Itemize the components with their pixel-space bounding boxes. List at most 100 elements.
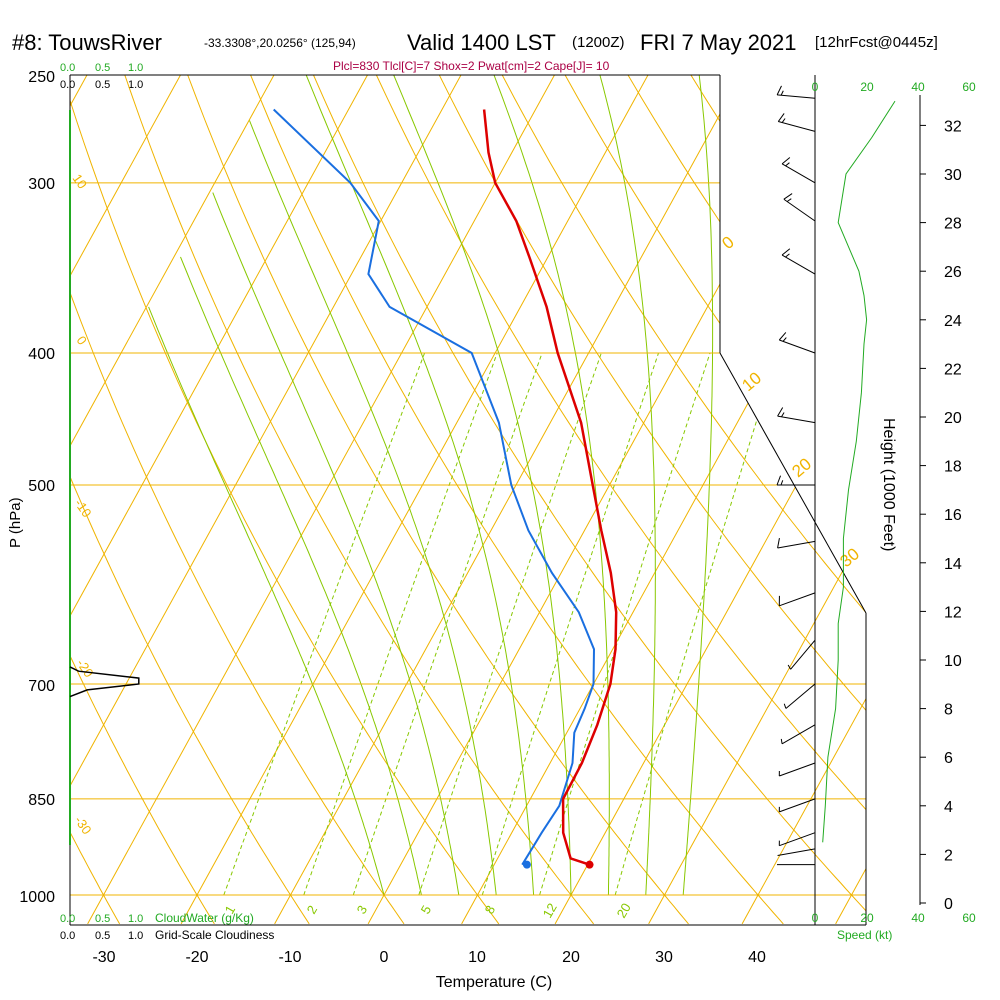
dry-adiabat xyxy=(70,75,121,925)
height-tick-label: 24 xyxy=(944,313,962,330)
height-axis-label: Height (1000 Feet) xyxy=(880,418,897,551)
cloud-bot-green-0: 0.0 xyxy=(60,913,75,925)
height-tick-label: 6 xyxy=(944,750,953,767)
dry-adiabat xyxy=(70,75,405,925)
moist-adiabat xyxy=(676,75,714,896)
moist-adiabat xyxy=(148,306,385,896)
cloud-top-black-2: 1.0 xyxy=(128,79,143,91)
isotherm-left-label: -30 xyxy=(72,813,95,837)
cloud-top-green-2: 1.0 xyxy=(128,62,143,74)
surface-dewpoint-dot xyxy=(522,860,531,869)
wind-barb xyxy=(780,724,816,745)
mixing-label: 3 xyxy=(354,903,371,917)
speed-scale: 0 20 40 60 0 20 40 60 Speed (kt) xyxy=(812,80,976,942)
mixing-label: 8 xyxy=(482,903,499,917)
wind-barb xyxy=(778,762,816,777)
isotherm-left-label: -20 xyxy=(74,656,97,680)
height-tick-label: 12 xyxy=(944,604,962,621)
isotherm-label: 20 xyxy=(788,454,815,481)
cloud-fraction xyxy=(69,666,140,698)
mixing-ratio-line xyxy=(303,352,498,896)
wind-barbs xyxy=(776,85,816,866)
height-tick-label: 22 xyxy=(944,361,962,378)
wind-barb xyxy=(777,113,816,132)
speed-top-tick: 60 xyxy=(962,80,976,94)
cloud-top-green-1: 0.5 xyxy=(95,62,110,74)
dry-adiabat xyxy=(319,75,866,925)
plot-frame xyxy=(69,74,921,926)
dry-adiabat xyxy=(0,0,25,924)
cloud-top-black-1: 0.5 xyxy=(95,79,110,91)
dewpoint-line xyxy=(273,108,596,866)
forecast-run: [12hrFcst@0445z] xyxy=(815,34,938,51)
station-coords: -33.3308°,20.0256° (125,94) xyxy=(204,36,356,50)
dry-adiabat xyxy=(201,75,784,925)
pressure-tick: 500 xyxy=(28,478,55,495)
isotherm-labels-left: 10 0 -10 -20 -30 xyxy=(70,171,97,837)
cloud-scale-top: 0.0 0.5 1.0 0.0 0.5 1.0 xyxy=(60,62,143,91)
wind-barb xyxy=(787,639,816,670)
mixing-label: 20 xyxy=(614,900,634,920)
isotherm-left-label: -10 xyxy=(72,496,95,520)
cloudwater-label: CloudWater (g/Kg) xyxy=(155,911,254,925)
height-tick-label: 18 xyxy=(944,459,962,476)
wind-barb xyxy=(776,85,816,99)
dry-adiabat xyxy=(70,75,500,925)
cloud-top-green-0: 0.0 xyxy=(60,62,75,74)
x-tick: 40 xyxy=(748,949,766,966)
isotherm-line xyxy=(70,75,535,925)
wind-barb xyxy=(781,248,816,275)
speed-top-tick: 20 xyxy=(860,80,874,94)
wind-barb xyxy=(777,538,816,549)
x-tick: 0 xyxy=(380,949,389,966)
speed-bottom-tick: 0 xyxy=(812,911,819,925)
dry-adiabat xyxy=(70,75,310,925)
wind-speed-line xyxy=(822,100,896,843)
moist-adiabat xyxy=(180,256,422,896)
pressure-tick: 1000 xyxy=(19,889,55,906)
mixing-label: 5 xyxy=(418,903,435,917)
cloud-top-black-0: 0.0 xyxy=(60,79,75,91)
dry-adiabat xyxy=(437,75,866,925)
dry-adiabat xyxy=(969,0,1000,924)
height-tick-label: 14 xyxy=(944,556,962,573)
isotherm-line xyxy=(0,0,66,924)
height-tick-label: 4 xyxy=(944,799,953,816)
moist-adiabat xyxy=(441,75,610,896)
forecast-date: FRI 7 May 2021 xyxy=(640,30,797,55)
x-axis-label: Temperature (C) xyxy=(436,974,552,991)
cloud-bot-green-1: 0.5 xyxy=(95,913,110,925)
pressure-tick: 850 xyxy=(28,792,55,809)
cloud-bot-green-2: 1.0 xyxy=(128,913,143,925)
moist-adiabat xyxy=(249,120,497,896)
dry-adiabat xyxy=(496,75,866,925)
wind-barb xyxy=(783,193,816,222)
isotherm-left-label: 0 xyxy=(74,333,90,348)
speed-label: Speed (kt) xyxy=(837,928,892,942)
x-tick: -10 xyxy=(278,949,301,966)
x-tick: -20 xyxy=(185,949,208,966)
speed-top-tick: 0 xyxy=(812,80,819,94)
mixing-ratio-line xyxy=(481,352,659,896)
isotherm-label: 10 xyxy=(738,368,765,395)
wind-speed-profile xyxy=(822,100,896,843)
cloud-bot-black-0: 0.0 xyxy=(60,930,75,942)
isotherm-line xyxy=(87,75,628,925)
isotherm-line xyxy=(70,75,441,925)
pressure-tick: 300 xyxy=(28,176,55,193)
moist-adiabat xyxy=(345,75,572,896)
dry-adiabat xyxy=(82,75,594,925)
valid-time: Valid 1400 LST xyxy=(407,30,556,55)
zulu-time: (1200Z) xyxy=(572,34,625,51)
speed-top-tick: 40 xyxy=(911,80,925,94)
surface-temperature-dot xyxy=(585,860,594,869)
isotherm-line xyxy=(70,75,348,925)
wind-barb xyxy=(776,475,815,486)
height-tick-label: 20 xyxy=(944,410,962,427)
isotherm-line xyxy=(835,75,866,925)
wind-barb xyxy=(778,332,816,354)
cloud-bot-black-2: 1.0 xyxy=(128,930,143,942)
background-lines xyxy=(0,0,1000,925)
pressure-tick: 400 xyxy=(28,346,55,363)
